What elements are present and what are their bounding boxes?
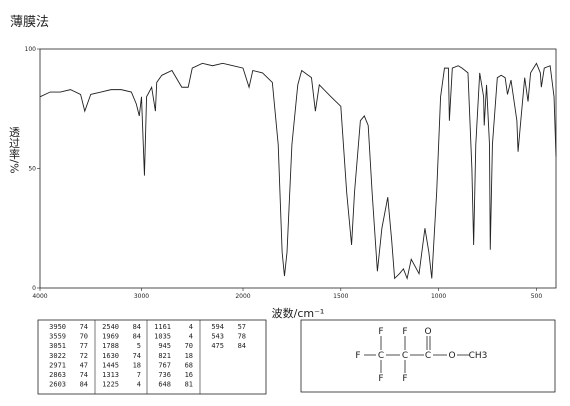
chart-title: 薄膜法 bbox=[10, 15, 49, 30]
peak-transmittance: 47 bbox=[80, 361, 88, 369]
peak-wavenumber: 543 bbox=[211, 333, 224, 341]
atom-label: F bbox=[402, 327, 407, 337]
x-axis-label: 波数/cm⁻¹ bbox=[272, 307, 325, 320]
peak-transmittance: 81 bbox=[185, 381, 193, 389]
peak-transmittance: 78 bbox=[238, 333, 246, 341]
atom-label: C bbox=[378, 351, 384, 361]
peak-transmittance: 84 bbox=[133, 323, 141, 331]
atom-label: F bbox=[378, 327, 383, 337]
peak-transmittance: 74 bbox=[80, 323, 88, 331]
peak-transmittance: 72 bbox=[80, 352, 88, 360]
x-tick-label: 2000 bbox=[235, 293, 250, 300]
peak-wavenumber: 821 bbox=[158, 352, 171, 360]
peak-wavenumber: 1445 bbox=[102, 361, 119, 369]
x-tick-label: 1500 bbox=[333, 293, 348, 300]
peak-wavenumber: 2540 bbox=[102, 323, 119, 331]
peak-wavenumber: 2863 bbox=[49, 371, 66, 379]
structure-bonds bbox=[364, 336, 470, 373]
peak-wavenumber: 3559 bbox=[49, 333, 66, 341]
peak-wavenumber: 1788 bbox=[102, 342, 119, 350]
x-tick-label: 500 bbox=[531, 293, 543, 300]
x-tick-label: 3000 bbox=[134, 293, 149, 300]
peak-transmittance: 68 bbox=[185, 361, 193, 369]
peak-wavenumber: 1035 bbox=[154, 333, 171, 341]
atom-label: C bbox=[425, 351, 431, 361]
y-tick-label: 0 bbox=[32, 285, 36, 292]
peak-transmittance: 18 bbox=[185, 352, 193, 360]
structure-frame bbox=[300, 319, 556, 393]
atom-label: O bbox=[424, 327, 431, 337]
y-axis-label: 透过率/% bbox=[8, 126, 21, 173]
peak-transmittance: 7 bbox=[137, 371, 141, 379]
atom-label: C bbox=[402, 351, 408, 361]
peak-transmittance: 4 bbox=[189, 323, 193, 331]
peak-transmittance: 70 bbox=[185, 342, 193, 350]
peak-wavenumber: 767 bbox=[158, 361, 171, 369]
peak-wavenumber: 945 bbox=[158, 342, 171, 350]
peak-transmittance: 4 bbox=[137, 381, 141, 389]
peak-transmittance: 77 bbox=[80, 342, 88, 350]
peak-wavenumber: 3051 bbox=[49, 342, 66, 350]
peak-wavenumber: 1161 bbox=[154, 323, 171, 331]
x-tick-label: 1000 bbox=[431, 293, 446, 300]
peak-transmittance: 4 bbox=[189, 333, 193, 341]
atom-label: O bbox=[448, 351, 455, 361]
peak-transmittance: 70 bbox=[80, 333, 88, 341]
peak-wavenumber: 475 bbox=[211, 342, 224, 350]
y-tick-label: 100 bbox=[25, 46, 37, 53]
peak-transmittance: 57 bbox=[238, 323, 246, 331]
y-tick-label: 50 bbox=[28, 166, 36, 173]
peak-transmittance: 18 bbox=[133, 361, 141, 369]
peak-wavenumber: 2971 bbox=[49, 361, 66, 369]
peak-transmittance: 84 bbox=[133, 333, 141, 341]
peak-transmittance: 5 bbox=[137, 342, 141, 350]
peak-wavenumber: 2603 bbox=[49, 381, 66, 389]
atom-label: CH3 bbox=[469, 351, 488, 361]
peak-table-frame bbox=[37, 319, 267, 395]
atom-label: F bbox=[378, 374, 383, 384]
peak-wavenumber: 3022 bbox=[49, 352, 66, 360]
atom-label: F bbox=[402, 374, 407, 384]
peak-wavenumber: 736 bbox=[158, 371, 171, 379]
spectrum-line bbox=[39, 62, 557, 281]
x-tick-label: 4000 bbox=[32, 293, 47, 300]
peak-wavenumber: 1313 bbox=[102, 371, 119, 379]
peak-transmittance: 74 bbox=[133, 352, 141, 360]
peak-transmittance: 74 bbox=[80, 371, 88, 379]
peak-wavenumber: 1225 bbox=[102, 381, 119, 389]
peak-wavenumber: 1969 bbox=[102, 333, 119, 341]
peak-wavenumber: 1630 bbox=[102, 352, 119, 360]
peak-wavenumber: 648 bbox=[158, 381, 171, 389]
peak-transmittance: 84 bbox=[80, 381, 88, 389]
peak-transmittance: 84 bbox=[238, 342, 246, 350]
peak-wavenumber: 3950 bbox=[49, 323, 66, 331]
peak-transmittance: 16 bbox=[185, 371, 193, 379]
peak-wavenumber: 594 bbox=[211, 323, 224, 331]
atom-label: F bbox=[355, 351, 360, 361]
